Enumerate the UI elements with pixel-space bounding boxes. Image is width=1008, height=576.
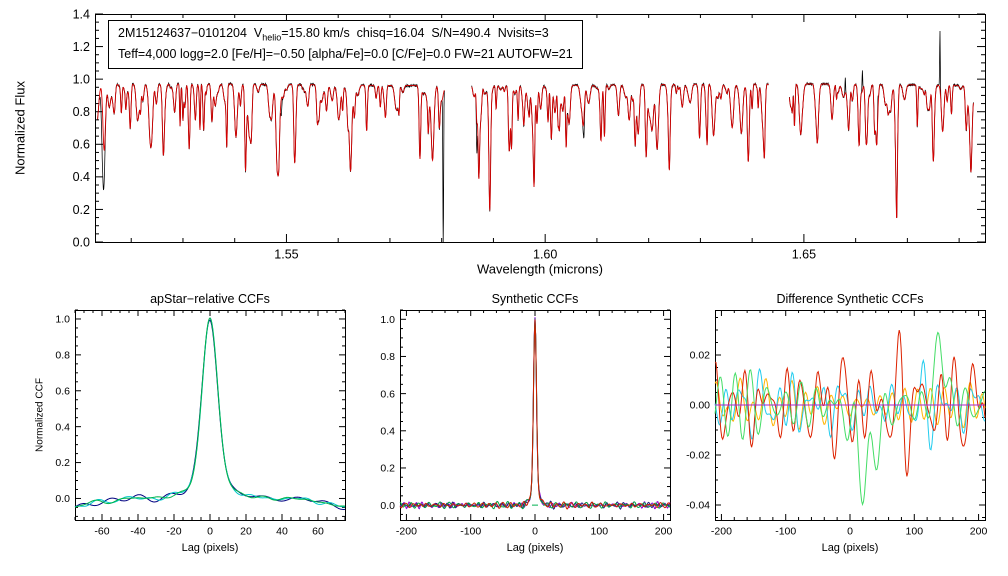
synthetic-ccf-ytick-label: 0.2: [380, 463, 395, 475]
annotation-fit-stats: =15.80 km/s chisq=16.04 S/N=490.4 Nvisit…: [281, 26, 549, 40]
diff-synthetic-ccf-xtick-label: -100: [775, 526, 796, 538]
synthetic-ccf-xtick-label: -200: [396, 526, 417, 538]
synthetic-ccf-xtick-label: 100: [591, 526, 609, 538]
apstar-ccf-xtick-label: 0: [207, 526, 213, 538]
spectrum-xlabel: Wavelength (microns): [477, 261, 603, 277]
diff-synthetic-ccf-series-curve: [714, 331, 986, 507]
diff-synthetic-ccf-xtick-label: -200: [711, 526, 732, 538]
apstar-ccf-ytick-label: 1.0: [55, 314, 70, 326]
apstar-ccf-xtick-label: 60: [312, 526, 324, 538]
synthetic-ccf-ytick-label: 0.8: [380, 351, 395, 363]
apstar-ccf-frame: [75, 310, 346, 521]
diff-synthetic-ccf-ytick-label: 0.02: [690, 350, 711, 362]
model-spectrum-segment-1: [97, 83, 445, 177]
diff-synthetic-ccf-series-curve: [714, 358, 986, 451]
synthetic-ccf-series-curve: [399, 319, 671, 510]
synthetic-ccf-ytick-label: 1.0: [380, 314, 395, 326]
model-spectrum-segment-3: [788, 83, 974, 219]
spectrum-curves: [97, 30, 974, 243]
spectrum-annotation-box: 2M15124637−0101204 Vhelio=15.80 km/s chi…: [108, 20, 583, 69]
apstar-ccf-series-curve: [74, 317, 346, 508]
synthetic-ccf-ytick-label: 0.6: [380, 388, 395, 400]
spectrum-ytick-label: 0.6: [73, 138, 90, 152]
synthetic-ccf-series-curve: [399, 319, 670, 510]
spectrum-ytick-label: 1.0: [73, 73, 90, 87]
diff-synthetic-ccf-xtick-label: 100: [906, 526, 924, 538]
synthetic-ccf-axes: -200 -100 0 100 200 0.0 0.2 0.4 0.6 0.8 1.0: [380, 309, 673, 538]
apstar-ccf-xtick-label: -60: [94, 526, 109, 538]
synthetic-ccf-title: Synthetic CCFs: [491, 292, 579, 306]
observed-spectrum-segment-1: [97, 81, 445, 243]
apstar-ccf-xlabel: Lag (pixels): [181, 542, 239, 554]
diff-synthetic-ccf-xtick-label: 200: [970, 526, 988, 538]
synthetic-ccf-xtick-label: 200: [655, 526, 673, 538]
synthetic-ccf-xlabel: Lag (pixels): [506, 542, 564, 554]
spectrum-ytick-label: 1.2: [73, 40, 90, 54]
diff-synthetic-ccf-axes: -200 -100 0 100 200 -0.04 -0.02 0.00 0.02: [686, 310, 987, 538]
synthetic-ccf-ytick-label: 0.0: [380, 500, 395, 512]
apstar-ccf-ytick-label: 0.4: [55, 421, 70, 433]
synthetic-ccf-curves: [399, 317, 671, 510]
diff-synthetic-ccf-ytick-label: -0.02: [686, 450, 710, 462]
spectrum-ytick-label: 0.2: [73, 203, 90, 217]
apstar-ccf-ytick-label: 0.8: [55, 350, 70, 362]
diff-synthetic-ccf-xlabel: Lag (pixels): [821, 542, 879, 554]
synthetic-ccf-series-curve: [399, 317, 671, 510]
spectrum-ytick-label: 0.4: [73, 170, 90, 184]
spectrum-ytick-label: 0.0: [73, 235, 90, 249]
apstar-ccf-xtick-label: -40: [130, 526, 145, 538]
apstar-ccf-ytick-label: 0.6: [55, 385, 70, 397]
apstar-ccf-xtick-label: 20: [240, 526, 252, 538]
apstar-ccf-curves: [74, 317, 346, 510]
spectrum-xtick-label: 1.55: [274, 248, 298, 262]
spectrum-ylabel: Normalized Flux: [12, 81, 28, 175]
spectrum-xtick-label: 1.60: [533, 248, 557, 262]
spectrum-xtick-label: 1.65: [792, 248, 816, 262]
diff-synthetic-ccf-ytick-label: -0.04: [686, 500, 710, 512]
synthetic-ccf-xtick-label: -100: [460, 526, 481, 538]
annotation-line1: 2M15124637−0101204 Vhelio=15.80 km/s chi…: [118, 24, 573, 45]
spectrum-ytick-label: 0.8: [73, 105, 90, 119]
apstar-ccf-xtick-label: 40: [276, 526, 288, 538]
diff-synthetic-ccf-ytick-label: 0.00: [690, 400, 711, 412]
diff-synthetic-ccf-curves: [714, 329, 986, 507]
observed-spectrum-segment-3: [789, 30, 974, 218]
annotation-star-id: 2M15124637−0101204 V: [118, 26, 263, 40]
apstar-ccf-axes: -60 -40 -20 0 20 40 60 0.0 0.2 0.4 0.6 0.8 1.0: [55, 309, 346, 538]
synthetic-ccf-xtick-label: 0: [532, 526, 538, 538]
annotation-vhelio-subscript: helio: [262, 32, 282, 43]
apstar-ccf-ylabel: Normalized CCF: [34, 378, 46, 452]
spectrum-ytick-label: 1.4: [73, 7, 90, 21]
apstar-ccf-xtick-label: -20: [166, 526, 181, 538]
annotation-line2: Teff=4,000 logg=2.0 [Fe/H]=−0.50 [alpha/…: [118, 47, 573, 61]
synthetic-ccf-series-curve: [399, 318, 671, 510]
apstar-ccf-ytick-label: 0.0: [55, 493, 70, 505]
diff-synthetic-ccf-xtick-label: 0: [847, 526, 853, 538]
diff-synthetic-ccf-title: Difference Synthetic CCFs: [776, 292, 924, 306]
spectrum-axes: 1.55 1.60 1.65 0.0 0.2 0.4 0.6 0.8 1.0 1.2 1.4: [73, 7, 986, 262]
apstar-ccf-series-curve: [74, 319, 346, 510]
apstar-ccf-series-curve: [74, 317, 345, 508]
apstar-ccf-ytick-label: 0.2: [55, 457, 70, 469]
diff-synthetic-ccf-series-curve: [714, 329, 986, 477]
synthetic-ccf-ytick-label: 0.4: [380, 425, 395, 437]
apstar-ccf-title: apStar−relative CCFs: [150, 292, 270, 306]
observed-spectrum-segment-2: [471, 82, 769, 212]
model-spectrum-segment-2: [471, 83, 769, 211]
